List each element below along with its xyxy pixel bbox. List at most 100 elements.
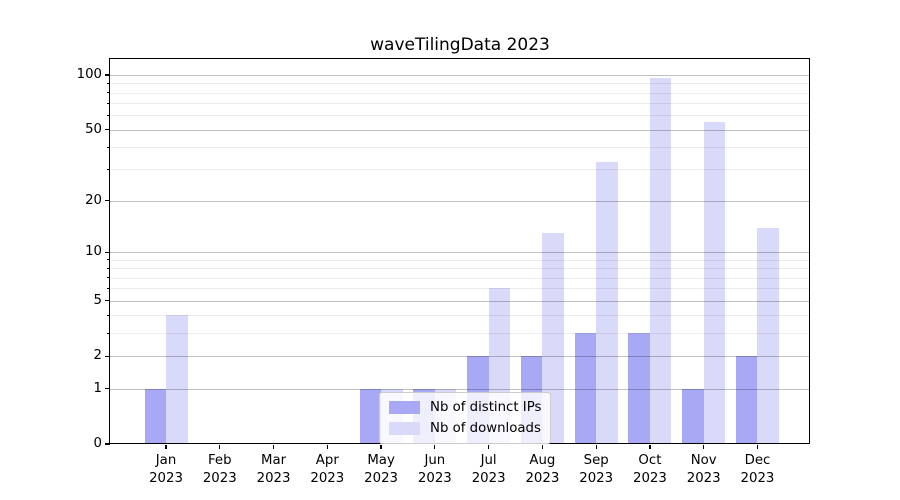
x-axis-tick-label-jun: Jun 2023 xyxy=(407,452,463,487)
x-tick-year-sep: 2023 xyxy=(579,470,614,486)
y-tick-mark-5 xyxy=(105,300,110,302)
y-tick-mark-100 xyxy=(105,74,110,76)
x-axis-tick-label-sep: Sep 2023 xyxy=(568,452,624,487)
major-gridline-50 xyxy=(110,129,810,131)
y-axis-tick-label-1: 1 xyxy=(93,380,102,396)
x-tick-mark-may xyxy=(380,444,382,449)
x-tick-mark-nov xyxy=(703,444,705,449)
y-tick-mark-50 xyxy=(105,129,110,131)
x-axis-tick-label-apr: Apr 2023 xyxy=(299,452,355,487)
y-axis-tick-label-100: 100 xyxy=(76,67,102,83)
x-tick-mark-sep xyxy=(595,444,597,449)
bar-distinct-ips-oct xyxy=(628,333,650,444)
x-axis-tick-label-aug: Aug 2023 xyxy=(514,452,570,487)
x-tick-month-sep: Sep xyxy=(583,453,609,468)
x-tick-mark-jan xyxy=(165,444,167,449)
x-tick-year-mar: 2023 xyxy=(256,470,291,486)
major-gridline-2 xyxy=(110,356,810,358)
y-axis-tick-label-50: 50 xyxy=(85,121,102,137)
x-axis-tick-label-oct: Oct 2023 xyxy=(622,452,678,487)
y-minor-tick-mark-60 xyxy=(107,114,110,116)
x-tick-month-mar: Mar xyxy=(260,453,287,468)
legend-item-distinct-ips: Nb of distinct IPs xyxy=(389,399,541,416)
x-tick-year-jul: 2023 xyxy=(471,470,506,486)
y-axis-tick-label-20: 20 xyxy=(85,192,102,208)
x-tick-mark-feb xyxy=(219,444,221,449)
bar-distinct-ips-sep xyxy=(574,333,597,444)
x-axis-tick-label-feb: Feb 2023 xyxy=(192,452,248,487)
y-axis-tick-label-10: 10 xyxy=(85,244,102,260)
x-tick-month-jun: Jun xyxy=(424,453,446,468)
bar-downloads-jan xyxy=(166,315,188,444)
minor-gridline-3 xyxy=(110,333,810,335)
chart-title: waveTilingData 2023 xyxy=(370,35,550,55)
y-axis-tick-label-5: 5 xyxy=(93,292,102,308)
legend-item-downloads: Nb of downloads xyxy=(389,420,541,437)
x-axis-tick-label-jan: Jan 2023 xyxy=(138,452,194,487)
x-tick-year-dec: 2023 xyxy=(740,470,775,486)
bar-downloads-nov xyxy=(703,122,726,444)
bar-downloads-oct xyxy=(649,78,672,444)
legend-label-downloads: Nb of downloads xyxy=(430,421,541,436)
y-minor-tick-mark-3 xyxy=(107,332,110,334)
y-minor-tick-mark-9 xyxy=(107,259,110,261)
x-axis-tick-label-dec: Dec 2023 xyxy=(729,452,785,487)
minor-gridline-30 xyxy=(110,169,810,171)
y-tick-mark-20 xyxy=(105,199,110,202)
x-tick-year-oct: 2023 xyxy=(633,470,667,486)
x-tick-month-jul: Jul xyxy=(480,453,497,468)
y-minor-tick-mark-6 xyxy=(107,287,110,289)
bar-distinct-ips-dec xyxy=(735,356,758,444)
minor-gridline-40 xyxy=(110,147,810,149)
x-axis-tick-label-jul: Jul 2023 xyxy=(461,452,517,487)
x-axis-tick-label-may: May 2023 xyxy=(353,452,409,487)
major-gridline-20 xyxy=(110,200,810,202)
y-minor-tick-mark-30 xyxy=(107,168,110,170)
x-tick-month-apr: Apr xyxy=(315,453,339,468)
x-tick-mark-jul xyxy=(487,444,490,449)
x-tick-mark-apr xyxy=(326,444,328,449)
x-tick-mark-mar xyxy=(272,444,275,449)
minor-gridline-8 xyxy=(110,268,810,270)
x-tick-month-nov: Nov xyxy=(690,453,717,468)
x-tick-mark-dec xyxy=(756,444,759,449)
minor-gridline-6 xyxy=(110,288,810,290)
y-tick-mark-0 xyxy=(105,443,110,445)
x-tick-month-oct: Oct xyxy=(638,453,662,468)
minor-gridline-9 xyxy=(110,259,810,261)
x-tick-mark-jun xyxy=(434,444,436,449)
major-gridline-100 xyxy=(110,75,810,77)
y-minor-tick-mark-8 xyxy=(107,267,110,269)
minor-gridline-7 xyxy=(110,277,810,279)
major-gridline-5 xyxy=(110,300,810,302)
y-minor-tick-mark-40 xyxy=(107,146,110,148)
bar-downloads-sep xyxy=(596,162,618,444)
y-minor-tick-mark-4 xyxy=(107,314,110,316)
x-tick-year-nov: 2023 xyxy=(686,470,721,486)
x-tick-month-jan: Jan xyxy=(155,453,177,468)
x-tick-mark-oct xyxy=(649,444,651,449)
legend-swatch-distinct-ips xyxy=(389,401,420,414)
minor-gridline-60 xyxy=(110,115,810,117)
bar-distinct-ips-nov xyxy=(682,388,704,444)
minor-gridline-90 xyxy=(110,83,810,85)
y-axis-tick-label-2: 2 xyxy=(93,348,102,364)
x-tick-year-jan: 2023 xyxy=(149,470,183,486)
x-tick-month-may: May xyxy=(367,453,395,468)
minor-gridline-80 xyxy=(110,92,810,94)
minor-gridline-4 xyxy=(110,315,810,317)
y-minor-tick-mark-7 xyxy=(107,277,110,279)
x-tick-year-apr: 2023 xyxy=(310,470,345,486)
x-tick-month-aug: Aug xyxy=(529,453,556,468)
major-gridline-10 xyxy=(110,252,810,254)
x-tick-mark-aug xyxy=(541,444,544,449)
y-minor-tick-mark-90 xyxy=(107,82,110,84)
bar-distinct-ips-jan xyxy=(144,388,166,444)
bar-downloads-aug xyxy=(542,233,564,444)
y-tick-mark-1 xyxy=(105,387,110,390)
legend-swatch-downloads xyxy=(389,422,420,435)
x-tick-month-dec: Dec xyxy=(744,453,771,468)
